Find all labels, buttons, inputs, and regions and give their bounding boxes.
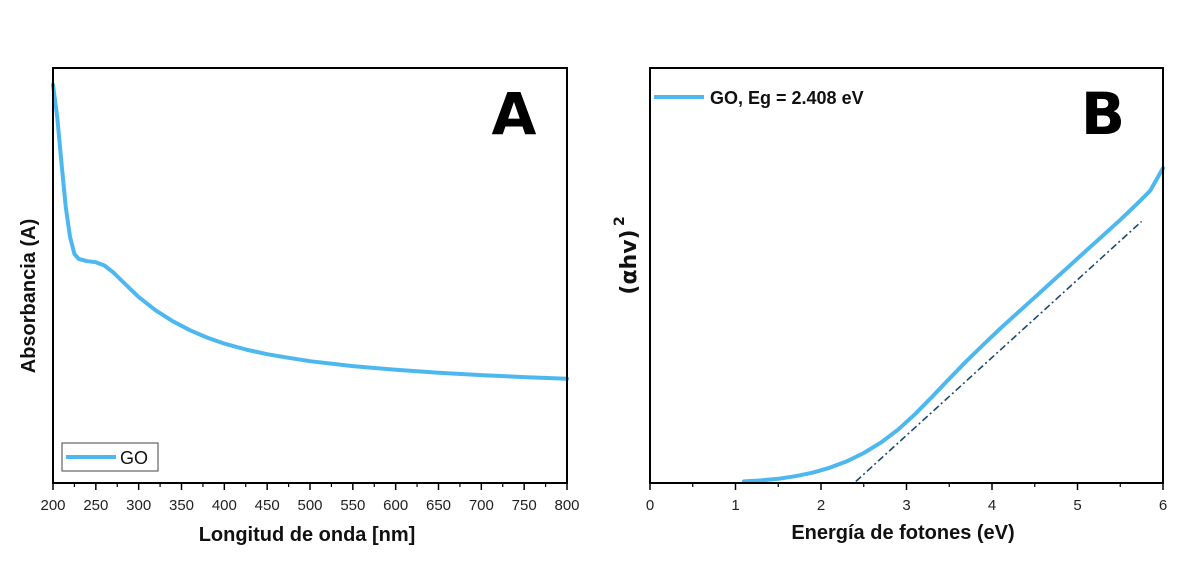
x-tick-label: 700: [469, 497, 494, 514]
panel-b-x-axis: 0 1 2 3 4 5 6: [646, 483, 1167, 514]
x-tick-label: 250: [83, 497, 108, 514]
x-tick-label: 5: [1073, 497, 1081, 514]
panel-b-legend-label: GO, Eg = 2.408 eV: [710, 88, 864, 108]
x-tick-label: 400: [212, 497, 237, 514]
panel-b-y-axis-label-main: (αhv): [617, 229, 642, 294]
x-tick-label: 1: [731, 497, 739, 514]
panel-a-legend-label: GO: [120, 448, 148, 468]
series-line-0: [742, 166, 1165, 484]
x-tick-label: 500: [297, 497, 322, 514]
panel-b-letter: B: [1081, 80, 1125, 148]
panel-b-x-axis-label: Energía de fotones (eV): [791, 522, 1014, 544]
panel-a-plot-area: [51, 82, 569, 381]
panel-b-plot-area: [742, 166, 1165, 484]
x-tick-label: 6: [1159, 497, 1167, 514]
x-tick-label: 750: [512, 497, 537, 514]
x-tick-label: 200: [40, 497, 65, 514]
linear-fit-line: [855, 220, 1143, 482]
x-tick-label: 450: [255, 497, 280, 514]
panel-b-y-axis-label: (αhv) 2: [612, 216, 642, 294]
panel-a-absorbance-chart: 200 250 300 350 400 450 500 550 600 650 700 750 800 …: [18, 67, 580, 546]
x-tick-label: 550: [340, 497, 365, 514]
x-tick-label: 800: [554, 497, 579, 514]
x-tick-label: 300: [126, 497, 151, 514]
panel-a-legend: GO: [61, 442, 159, 472]
x-tick-label: 350: [169, 497, 194, 514]
panel-b-y-axis-label-superscript: 2: [612, 216, 628, 226]
x-tick-label: 600: [383, 497, 408, 514]
x-tick-label: 4: [988, 497, 996, 514]
panel-a-plot-frame: [52, 67, 568, 484]
x-tick-label: 0: [646, 497, 654, 514]
panel-a-letter: A: [492, 80, 537, 148]
x-tick-label: 3: [902, 497, 910, 514]
panel-a-y-axis-label: Absorbancia (A): [18, 219, 40, 373]
x-tick-label: 650: [426, 497, 451, 514]
panel-b-legend: GO, Eg = 2.408 eV: [654, 88, 864, 108]
panel-a-x-axis-label: Longitud de onda [nm]: [199, 524, 416, 546]
panel-a-x-axis: 200 250 300 350 400 450 500 550 600 650 700 750 800: [40, 483, 580, 514]
series-line-0: [51, 82, 569, 381]
x-tick-label: 2: [817, 497, 825, 514]
